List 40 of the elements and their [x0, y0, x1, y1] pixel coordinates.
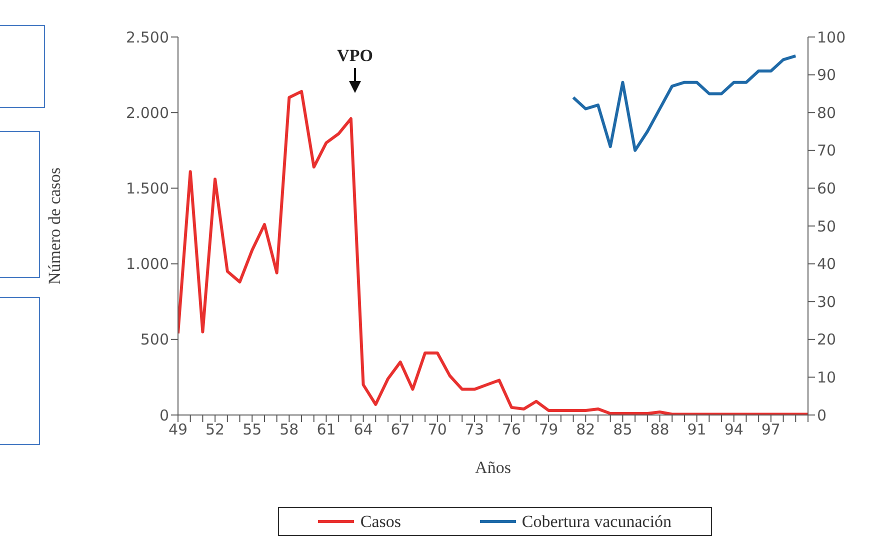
y-tick-label: 500	[140, 330, 169, 349]
y-tick-label: 2.000	[126, 104, 169, 122]
x-axis-title: Años	[475, 458, 511, 477]
y2-tick-label: 30	[817, 292, 836, 311]
x-tick-label: 61	[316, 420, 336, 439]
annotation: VPO	[336, 46, 374, 66]
y-tick-label: 0	[159, 406, 169, 424]
y2-tick-label: 60	[817, 180, 836, 198]
y2-tick-label: 100	[817, 28, 846, 46]
y2-tick-label: 10	[817, 368, 836, 387]
y-tick-label: 1.000	[126, 255, 169, 274]
y2-tick-label: 50	[817, 217, 836, 236]
legend-label: Cobertura vacunación	[522, 512, 672, 532]
x-tick-label: 97	[761, 420, 780, 439]
x-tick-label: 79	[539, 420, 558, 439]
x-tick-label: 88	[650, 420, 670, 439]
x-tick-label: 91	[687, 420, 706, 439]
x-tick-label: 64	[354, 420, 373, 439]
x-tick-label: 70	[428, 420, 447, 439]
x-tick-label: 73	[464, 420, 484, 439]
y2-tick-label: 0	[817, 406, 827, 424]
x-tick-label: 94	[724, 420, 744, 439]
x-tick-label: 76	[502, 420, 522, 439]
legend-label: Casos	[360, 512, 402, 532]
y-tick-label: 1.500	[126, 180, 169, 198]
y2-tick-label: 80	[817, 104, 836, 122]
y-axis-title: Número de casos	[45, 167, 64, 285]
y-tick-label: 2.500	[126, 28, 169, 46]
line-series	[572, 54, 798, 152]
y2-tick-label: 70	[817, 142, 836, 160]
x-tick-label: 52	[206, 420, 225, 439]
x-tick-label: 58	[280, 420, 299, 439]
x-tick-label: 85	[613, 420, 632, 439]
x-tick-label: 67	[390, 420, 410, 439]
x-tick-label: 82	[576, 420, 596, 439]
x-tick-label: 55	[242, 420, 262, 439]
x-tick-label: 49	[168, 420, 188, 439]
y2-tick-label: 90	[817, 66, 836, 84]
y2-tick-label: 20	[817, 330, 836, 349]
y2-tick-label: 40	[817, 255, 836, 274]
